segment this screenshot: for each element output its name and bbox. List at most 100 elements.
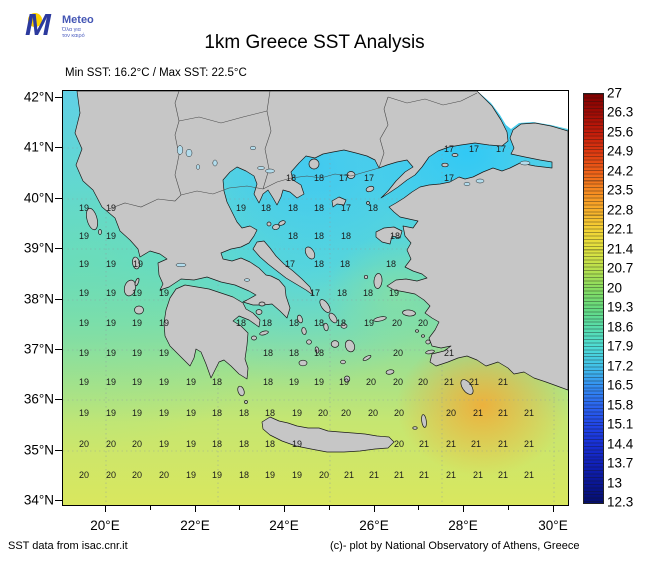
x-tick-mark — [195, 505, 196, 512]
colorbar-tick-label: 26.3 — [607, 104, 634, 120]
y-tick-label: 34°N — [23, 492, 54, 508]
sst-value: 17 — [443, 173, 455, 183]
meteo-logo: M Meteo Όλα για τον καιρό — [22, 4, 132, 52]
y-tick-mark — [55, 147, 62, 148]
sst-value: 18 — [389, 231, 401, 241]
y-tick-mark — [55, 248, 62, 249]
x-minor-tick-mark — [150, 505, 151, 510]
sst-value: 21 — [468, 377, 480, 387]
sst-value: 18 — [367, 203, 379, 213]
sst-value: 18 — [313, 259, 325, 269]
sst-value: 19 — [291, 470, 303, 480]
x-tick-label: 30°E — [538, 518, 568, 533]
sst-value: 17 — [363, 173, 375, 183]
colorbar-tick-label: 18.6 — [607, 319, 634, 335]
sst-value: 20 — [393, 439, 405, 449]
sst-value: 18 — [260, 203, 272, 213]
sst-value: 19 — [158, 408, 170, 418]
sst-value: 19 — [105, 318, 117, 328]
sst-value: 19 — [185, 408, 197, 418]
sst-value: 21 — [497, 439, 509, 449]
sst-value: 19 — [338, 377, 350, 387]
sst-value: 20 — [105, 439, 117, 449]
logo-brand-text: Meteo — [62, 14, 94, 26]
sst-value: 19 — [264, 470, 276, 480]
sst-value: 18 — [211, 408, 223, 418]
colorbar-tick-label: 20 — [607, 280, 623, 296]
sst-value: 18 — [335, 318, 347, 328]
colorbar-tick-label: 21.4 — [607, 241, 634, 257]
y-tick-label: 39°N — [23, 240, 54, 256]
sst-value: 20 — [340, 408, 352, 418]
y-tick-mark — [55, 198, 62, 199]
balkan-mainland — [74, 91, 509, 319]
x-tick-label: 26°E — [359, 518, 389, 533]
logo-yellow-dot-icon — [28, 13, 42, 27]
sst-value: 21 — [445, 439, 457, 449]
sst-value: 19 — [105, 408, 117, 418]
lesbos-island — [375, 226, 403, 245]
y-tick-label: 41°N — [23, 139, 54, 155]
sst-value: 18 — [238, 439, 250, 449]
sst-value: 20 — [392, 348, 404, 358]
x-tick-mark — [553, 505, 554, 512]
sst-value: 21 — [523, 439, 535, 449]
colorbar-tick-label: 23.5 — [607, 182, 634, 198]
x-tick-mark — [463, 505, 464, 512]
sst-value: 19 — [78, 408, 90, 418]
sst-value: 21 — [497, 470, 509, 480]
colorbar-tick-label: 12.3 — [607, 494, 634, 510]
sst-value: 21 — [418, 470, 430, 480]
sst-value: 19 — [363, 318, 375, 328]
sst-value: 19 — [158, 288, 170, 298]
y-tick-mark — [55, 500, 62, 501]
sst-value: 19 — [158, 318, 170, 328]
sst-value: 18 — [211, 439, 223, 449]
colorbar-tick-label: 17.9 — [607, 338, 634, 354]
sst-value: 18 — [288, 318, 300, 328]
landmass — [74, 91, 568, 453]
y-tick-mark — [55, 299, 62, 300]
sst-value: 19 — [388, 288, 400, 298]
sst-value: 19 — [158, 377, 170, 387]
sst-value: 19 — [131, 377, 143, 387]
sst-value: 18 — [313, 318, 325, 328]
sst-value: 20 — [367, 408, 379, 418]
sst-value: 19 — [105, 203, 117, 213]
sst-value: 20 — [318, 470, 330, 480]
sst-value: 19 — [78, 231, 90, 241]
sst-value: 21 — [445, 470, 457, 480]
sst-value: 18 — [211, 377, 223, 387]
sst-value: 20 — [131, 470, 143, 480]
sst-value: 18 — [313, 231, 325, 241]
sst-value: 19 — [158, 348, 170, 358]
lakes — [175, 145, 531, 282]
x-tick-mark — [284, 505, 285, 512]
y-tick-label: 40°N — [23, 190, 54, 206]
sst-value: 18 — [238, 408, 250, 418]
colorbar-tick-label: 24.2 — [607, 163, 634, 179]
sst-value: 21 — [443, 348, 455, 358]
colorbar-tick-label: 22.8 — [607, 202, 634, 218]
y-tick-mark — [55, 399, 62, 400]
colorbar-tick-label: 14.4 — [607, 436, 634, 452]
sst-value: 21 — [472, 470, 484, 480]
sst-value: 18 — [287, 203, 299, 213]
sst-value: 18 — [287, 231, 299, 241]
sst-value: 21 — [523, 408, 535, 418]
x-tick-mark — [105, 505, 106, 512]
sst-value: 19 — [105, 288, 117, 298]
sst-colorbar — [583, 93, 604, 504]
x-minor-tick-mark — [239, 505, 240, 510]
sst-value: 21 — [443, 377, 455, 387]
sst-value: 19 — [288, 377, 300, 387]
sst-value: 19 — [78, 203, 90, 213]
data-source-credit: SST data from isac.cnr.it — [8, 540, 128, 552]
sst-value: 20 — [445, 408, 457, 418]
sst-value: 20 — [393, 408, 405, 418]
sst-value: 21 — [472, 408, 484, 418]
sst-value: 21 — [343, 470, 355, 480]
y-tick-mark — [55, 97, 62, 98]
sst-value: 18 — [285, 173, 297, 183]
